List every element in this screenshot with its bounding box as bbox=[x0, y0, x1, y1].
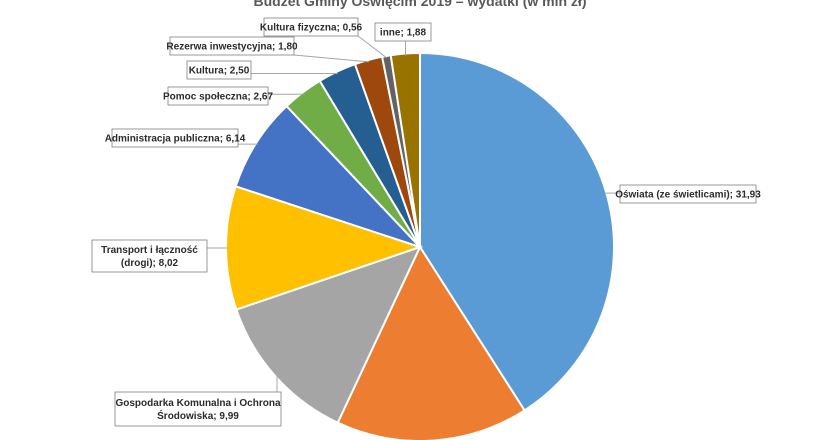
data-label-box bbox=[111, 128, 239, 148]
data-label-box bbox=[374, 22, 432, 42]
data-label-box bbox=[167, 86, 269, 106]
data-label-box bbox=[169, 36, 295, 56]
data-label-box bbox=[186, 60, 252, 80]
data-label-box bbox=[114, 391, 282, 427]
data-label: Środowiska; 9,99 bbox=[157, 409, 239, 422]
pie-slice bbox=[336, 244, 526, 440]
data-label-box bbox=[91, 239, 208, 273]
data-label: (drogi); 8,02 bbox=[121, 258, 179, 269]
data-label-box bbox=[263, 17, 359, 37]
leader-line bbox=[293, 54, 370, 63]
data-label: Kultura; 2,50 bbox=[189, 66, 250, 77]
pie-slice bbox=[235, 245, 422, 425]
pie-slices bbox=[225, 51, 615, 440]
data-label-box bbox=[619, 184, 757, 204]
data-label: Rezerwa inwestycyjna; 1,80 bbox=[166, 42, 298, 53]
data-label: inne; 1,88 bbox=[380, 28, 427, 39]
data-label: Gospodarka Komunalna i Ochrona bbox=[115, 398, 280, 409]
data-label: Oświata (ze świetlicami); 31,93 bbox=[615, 190, 761, 201]
data-label: Transport i łączność bbox=[101, 245, 198, 256]
data-label: Administracja publiczna; 6,14 bbox=[105, 134, 246, 145]
data-label: Kultura fizyczna; 0,56 bbox=[260, 23, 363, 34]
leader-lines bbox=[207, 35, 620, 392]
leader-line bbox=[357, 35, 388, 59]
chart-title: Budżet Gminy Oświęcim 2019 – wydatki (w … bbox=[254, 0, 587, 9]
pie-slice bbox=[234, 104, 421, 248]
data-labels: Oświata (ze świetlicami); 31,93 Gospodark… bbox=[91, 17, 761, 427]
data-label: Pomoc społeczna; 2,67 bbox=[163, 92, 273, 103]
